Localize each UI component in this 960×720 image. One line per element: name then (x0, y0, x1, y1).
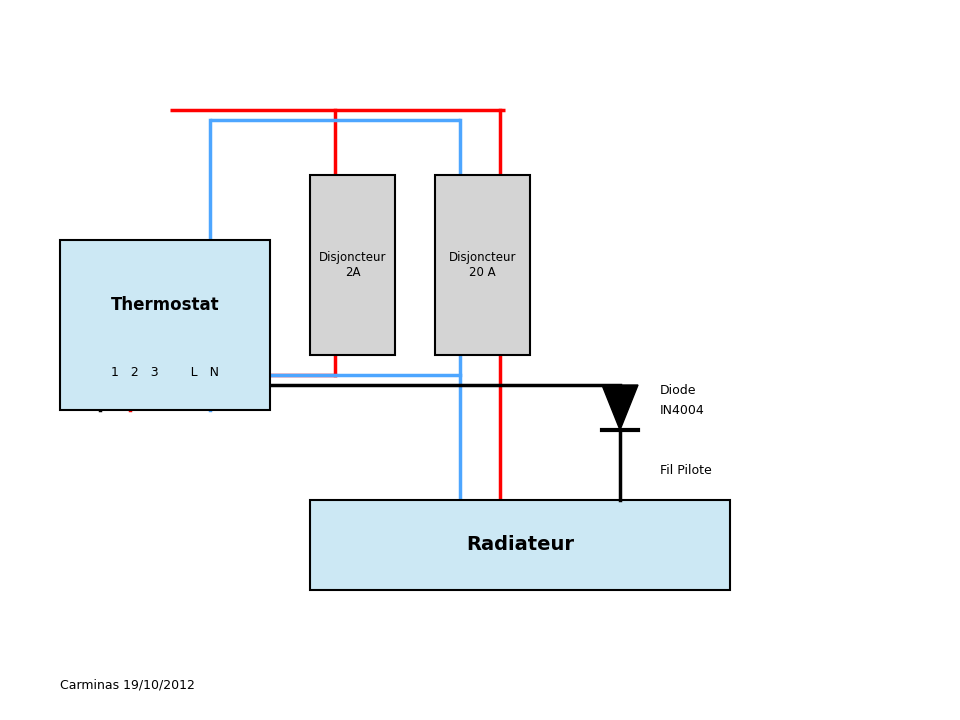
Text: Fil Pilote: Fil Pilote (660, 464, 711, 477)
Text: Disjoncteur
2A: Disjoncteur 2A (319, 251, 386, 279)
Text: 1   2   3        L   N: 1 2 3 L N (111, 366, 219, 379)
Polygon shape (602, 385, 638, 430)
Text: Diode: Diode (660, 384, 697, 397)
Text: IN4004: IN4004 (660, 403, 705, 416)
Text: Carminas 19/10/2012: Carminas 19/10/2012 (60, 678, 195, 691)
Bar (310, 500, 730, 590)
Text: Thermostat: Thermostat (110, 296, 219, 314)
Text: Radiateur: Radiateur (466, 536, 574, 554)
Bar (435, 175, 530, 355)
Text: Disjoncteur
20 A: Disjoncteur 20 A (448, 251, 516, 279)
Bar (310, 175, 395, 355)
Bar (60, 240, 270, 410)
